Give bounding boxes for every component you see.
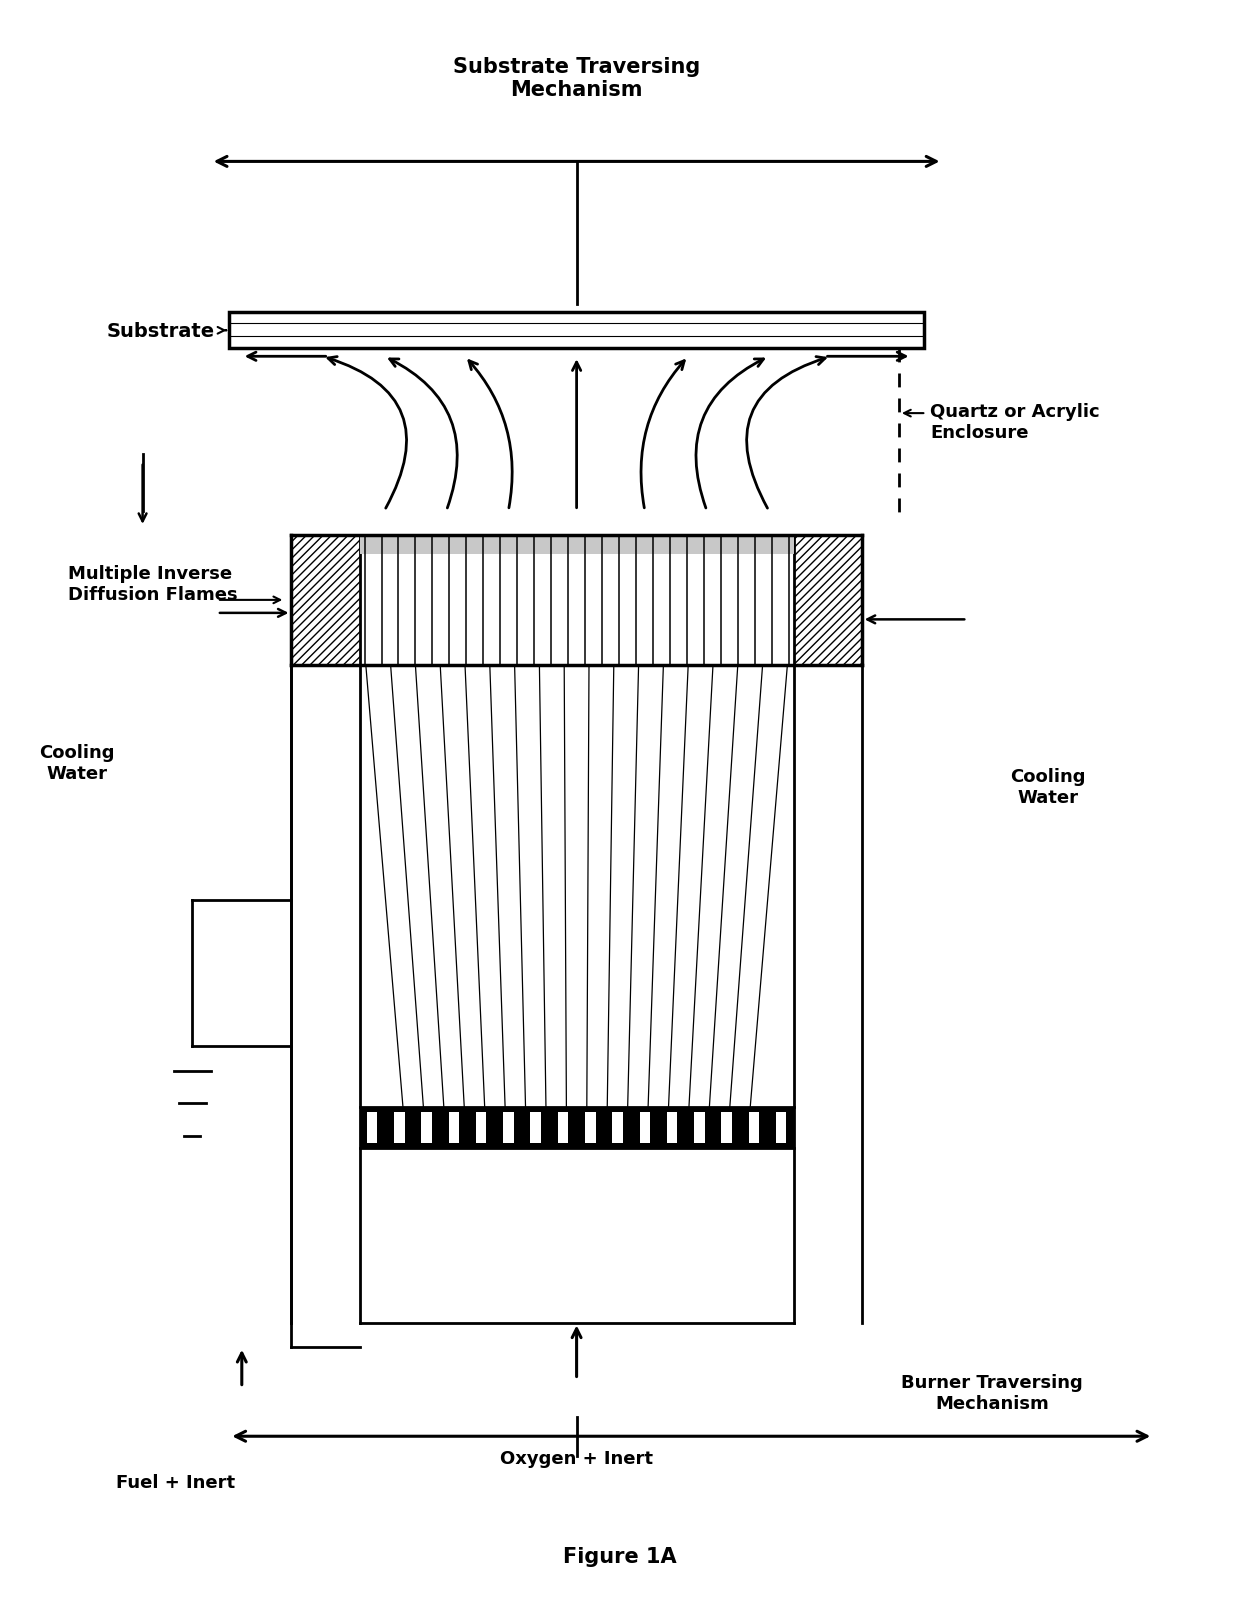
Bar <box>694 1113 704 1144</box>
Bar <box>476 1113 486 1144</box>
Bar <box>503 1113 513 1144</box>
Text: Multiple Inverse
Diffusion Flames: Multiple Inverse Diffusion Flames <box>68 565 238 604</box>
Bar <box>531 1113 541 1144</box>
Text: Oxygen + Inert: Oxygen + Inert <box>500 1449 653 1467</box>
Bar <box>229 313 924 349</box>
Bar <box>394 1113 404 1144</box>
Bar <box>794 536 862 665</box>
Text: Substrate: Substrate <box>107 321 215 341</box>
Text: Figure 1A: Figure 1A <box>563 1547 677 1566</box>
Text: Substrate Traversing
Mechanism: Substrate Traversing Mechanism <box>453 57 701 101</box>
Bar <box>640 1113 650 1144</box>
Bar <box>291 536 360 665</box>
Bar <box>422 1113 432 1144</box>
Bar <box>449 1113 459 1144</box>
Text: Burner Traversing
Mechanism: Burner Traversing Mechanism <box>901 1373 1083 1412</box>
Bar <box>722 1113 732 1144</box>
Bar <box>749 1113 759 1144</box>
Bar <box>776 1113 786 1144</box>
Text: Cooling
Water: Cooling Water <box>40 743 114 782</box>
Text: Quartz or Acrylic
Enclosure: Quartz or Acrylic Enclosure <box>930 403 1100 441</box>
Text: Cooling
Water: Cooling Water <box>1011 768 1085 807</box>
Text: Fuel + Inert: Fuel + Inert <box>117 1472 236 1492</box>
Bar <box>360 1107 794 1149</box>
Bar <box>360 536 794 555</box>
Bar <box>613 1113 622 1144</box>
Bar <box>585 1113 595 1144</box>
Bar <box>367 1113 377 1144</box>
Bar <box>667 1113 677 1144</box>
Bar <box>558 1113 568 1144</box>
